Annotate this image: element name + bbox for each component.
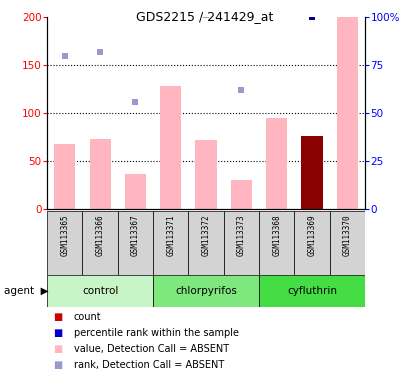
Text: GSM113368: GSM113368 — [272, 214, 281, 256]
Bar — [265, 118, 287, 209]
Bar — [258, 211, 294, 275]
Text: GDS2215 / 241429_at: GDS2215 / 241429_at — [136, 10, 273, 23]
Text: agent  ▶: agent ▶ — [4, 286, 49, 296]
Text: GSM113365: GSM113365 — [60, 214, 69, 256]
Bar — [223, 211, 258, 275]
Bar — [153, 211, 188, 275]
Text: percentile rank within the sample: percentile rank within the sample — [74, 328, 238, 338]
Bar — [230, 180, 251, 209]
Bar — [329, 211, 364, 275]
Text: GSM113369: GSM113369 — [307, 214, 316, 256]
Text: value, Detection Call = ABSENT: value, Detection Call = ABSENT — [74, 344, 228, 354]
Text: cyfluthrin: cyfluthrin — [286, 286, 336, 296]
Bar — [301, 136, 322, 209]
Text: chlorpyrifos: chlorpyrifos — [175, 286, 236, 296]
Bar — [153, 275, 258, 307]
Text: GSM113367: GSM113367 — [130, 214, 139, 256]
Bar — [47, 275, 153, 307]
Bar — [160, 86, 181, 209]
Bar — [188, 211, 223, 275]
Text: ■: ■ — [53, 360, 63, 370]
Text: GSM113373: GSM113373 — [236, 214, 245, 256]
Bar — [82, 211, 117, 275]
Text: rank, Detection Call = ABSENT: rank, Detection Call = ABSENT — [74, 360, 223, 370]
Bar — [124, 174, 146, 209]
Text: GSM113371: GSM113371 — [166, 214, 175, 256]
Bar — [117, 211, 153, 275]
Text: GSM113370: GSM113370 — [342, 214, 351, 256]
Bar — [195, 140, 216, 209]
Bar — [54, 144, 75, 209]
Bar — [294, 211, 329, 275]
Text: GSM113372: GSM113372 — [201, 214, 210, 256]
Text: ■: ■ — [53, 328, 63, 338]
Text: count: count — [74, 312, 101, 322]
Bar — [89, 139, 110, 209]
Bar — [336, 17, 357, 209]
Text: ■: ■ — [53, 312, 63, 322]
Bar — [47, 211, 82, 275]
Text: ■: ■ — [53, 344, 63, 354]
Text: control: control — [82, 286, 118, 296]
Bar — [258, 275, 364, 307]
Text: GSM113366: GSM113366 — [95, 214, 104, 256]
